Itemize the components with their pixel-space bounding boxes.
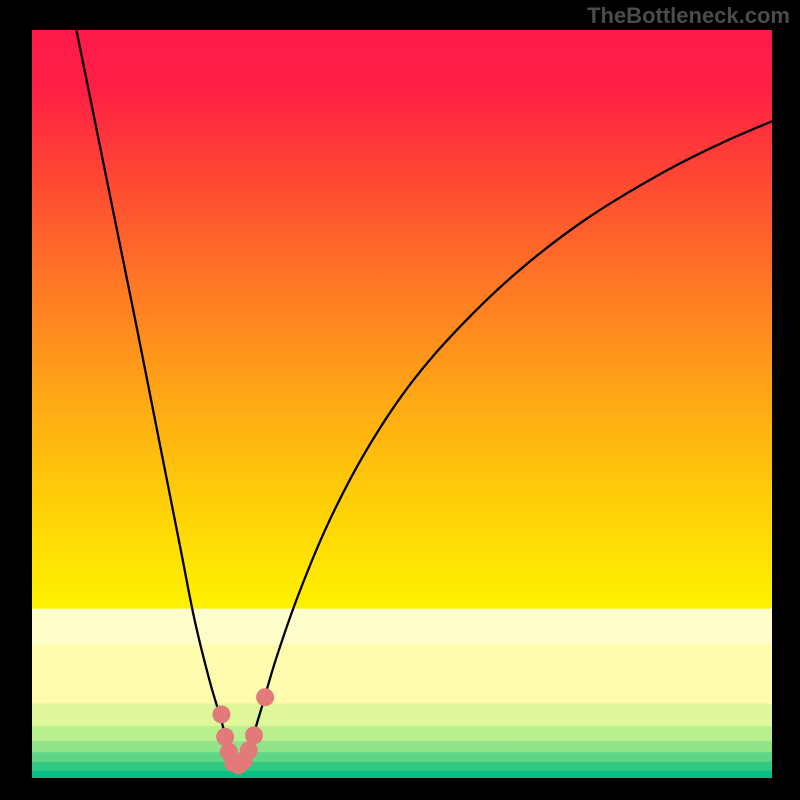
watermark-text: TheBottleneck.com [587,3,790,29]
data-point [216,728,234,746]
data-point [256,688,274,706]
data-point [212,705,230,723]
data-points [32,30,772,778]
data-point [245,726,263,744]
